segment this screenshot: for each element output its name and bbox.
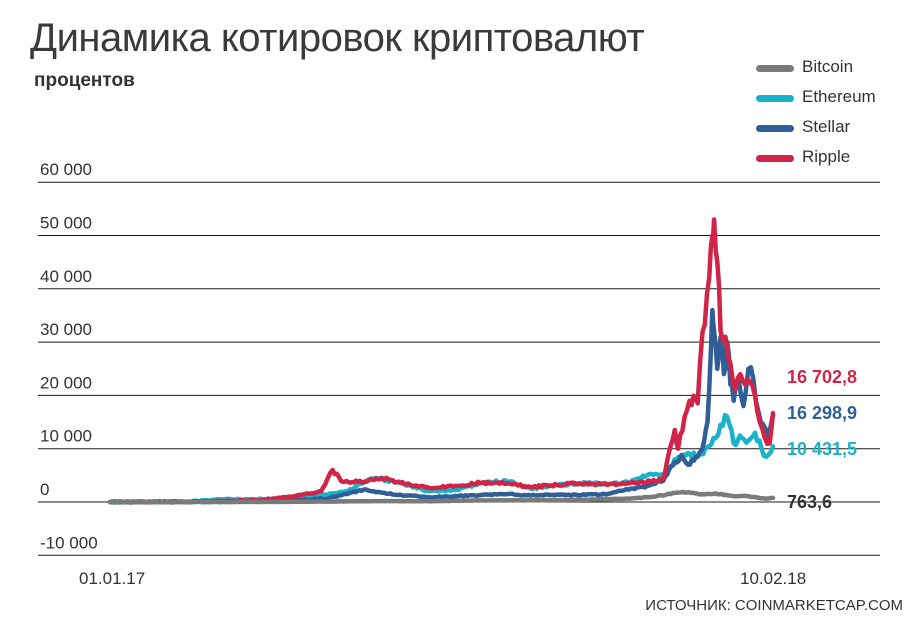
- y-tick-label: 30 000: [40, 320, 92, 339]
- legend-swatch-ethereum: [756, 95, 794, 102]
- x-tick-label: 10.02.18: [740, 569, 806, 588]
- y-tick-label: 60 000: [40, 160, 92, 179]
- end-value-label-ethereum: 10 431,5: [787, 439, 857, 459]
- y-tick-label: 50 000: [40, 214, 92, 233]
- end-value-label-stellar: 16 298,9: [787, 403, 857, 423]
- chart-title: Динамика котировок криптовалют: [30, 16, 645, 60]
- legend-label-ripple: Ripple: [802, 147, 851, 166]
- x-tick-label: 01.01.17: [79, 569, 145, 588]
- series-line-stellar: [107, 307, 776, 505]
- end-value-label-bitcoin: 763,6: [787, 492, 832, 512]
- series-line-bitcoin: [107, 489, 776, 505]
- legend-label-ethereum: Ethereum: [802, 87, 876, 106]
- legend-swatch-bitcoin: [756, 65, 794, 72]
- source-note: ИСТОЧНИК: COINMARKETCAP.COM: [645, 597, 903, 614]
- y-tick-label: 0: [40, 480, 49, 499]
- legend-swatch-ripple: [756, 155, 794, 162]
- y-tick-label: 10 000: [40, 427, 92, 446]
- y-tick-label: -10 000: [40, 533, 98, 552]
- legend-label-stellar: Stellar: [802, 117, 851, 136]
- y-tick-label: 20 000: [40, 373, 92, 392]
- y-tick-label: 40 000: [40, 267, 92, 286]
- legend-label-bitcoin: Bitcoin: [802, 57, 854, 76]
- end-value-label-ripple: 16 702,8: [787, 367, 857, 387]
- legend-swatch-stellar: [756, 125, 794, 132]
- chart-subtitle: процентов: [34, 70, 135, 91]
